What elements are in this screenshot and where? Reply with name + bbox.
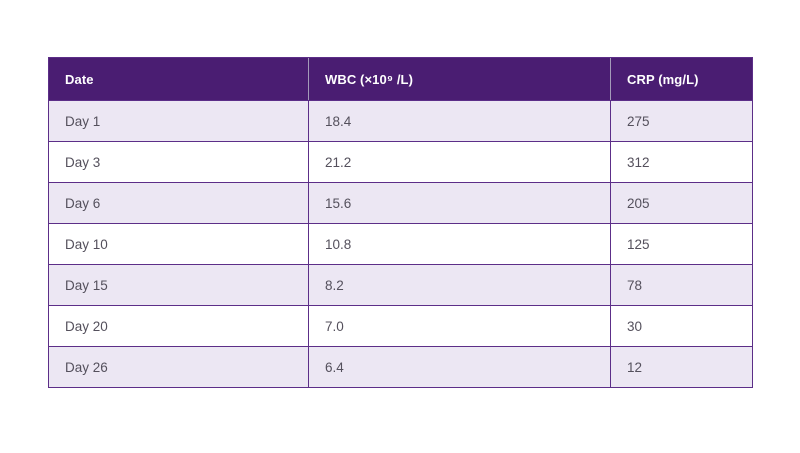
table-cell: 18.4 <box>308 100 611 142</box>
header-row: Date WBC (×10⁹ /L) CRP (mg/L) <box>48 57 753 101</box>
table-cell: 15.6 <box>308 182 611 224</box>
table-cell: 125 <box>610 223 753 265</box>
table-cell: Day 1 <box>48 100 309 142</box>
table-row: Day 15 8.2 78 <box>48 264 753 306</box>
table-cell: Day 6 <box>48 182 309 224</box>
lab-results-table: Date WBC (×10⁹ /L) CRP (mg/L) Day 1 18.4 2… <box>48 57 753 388</box>
table-row: Day 6 15.6 205 <box>48 182 753 224</box>
table-body: Day 1 18.4 275 Day 3 21.2 312 Day 6 15.6 205 Day … <box>48 100 753 388</box>
table-cell: Day 15 <box>48 264 309 306</box>
table-cell: 10.8 <box>308 223 611 265</box>
table-cell: 21.2 <box>308 141 611 183</box>
column-header-wbc: WBC (×10⁹ /L) <box>308 57 611 101</box>
table-cell: Day 10 <box>48 223 309 265</box>
table-cell: 8.2 <box>308 264 611 306</box>
table-cell: 12 <box>610 346 753 388</box>
table-row: Day 1 18.4 275 <box>48 100 753 142</box>
lab-results-table-container: Date WBC (×10⁹ /L) CRP (mg/L) Day 1 18.4 2… <box>48 57 753 388</box>
table-cell: 312 <box>610 141 753 183</box>
table-row: Day 26 6.4 12 <box>48 346 753 388</box>
table-row: Day 10 10.8 125 <box>48 223 753 265</box>
column-header-date: Date <box>48 57 309 101</box>
table-row: Day 3 21.2 312 <box>48 141 753 183</box>
table-cell: 205 <box>610 182 753 224</box>
table-row: Day 20 7.0 30 <box>48 305 753 347</box>
table-cell: Day 26 <box>48 346 309 388</box>
column-header-crp: CRP (mg/L) <box>610 57 753 101</box>
table-cell: Day 20 <box>48 305 309 347</box>
table-cell: 78 <box>610 264 753 306</box>
table-cell: Day 3 <box>48 141 309 183</box>
table-cell: 275 <box>610 100 753 142</box>
table-cell: 6.4 <box>308 346 611 388</box>
table-cell: 30 <box>610 305 753 347</box>
table-cell: 7.0 <box>308 305 611 347</box>
